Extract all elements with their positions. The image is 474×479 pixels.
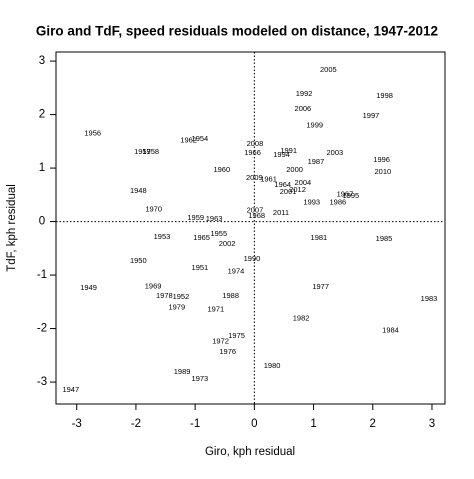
x-tick-label: -1 — [190, 418, 200, 430]
point-label: 1984 — [382, 326, 399, 335]
point-label: 2007 — [247, 205, 264, 214]
point-label: 1992 — [296, 89, 313, 98]
point-label: 1970 — [145, 204, 162, 213]
point-label: 1951 — [192, 263, 209, 272]
point-label: 1954 — [192, 134, 209, 143]
point-label: 1993 — [303, 197, 320, 206]
x-tick-label: -3 — [72, 418, 82, 430]
x-tick-label: 0 — [251, 418, 257, 430]
y-tick-label: 3 — [39, 55, 45, 67]
x-tick-label: -2 — [131, 418, 141, 430]
plot-frame — [55, 51, 446, 405]
point-label: 1969 — [145, 281, 162, 290]
point-label: 1950 — [130, 256, 147, 265]
point-label: 1995 — [343, 191, 360, 200]
point-label: 1976 — [219, 347, 236, 356]
point-label: 2001 — [280, 187, 297, 196]
point-label: 1955 — [210, 229, 227, 238]
y-tick-label: 0 — [39, 216, 45, 228]
y-tick-label: -2 — [37, 323, 47, 335]
point-label: 1981 — [311, 233, 328, 242]
point-label: 1989 — [174, 367, 191, 376]
point-label: 1958 — [142, 147, 159, 156]
chart-title: Giro and TdF, speed residuals modeled on… — [36, 24, 438, 39]
point-label: 1963 — [206, 214, 223, 223]
point-label: 1960 — [213, 165, 230, 174]
point-label: 1978 — [156, 291, 173, 300]
point-label: 1972 — [212, 336, 229, 345]
y-tick-label: -1 — [37, 269, 47, 281]
point-label: 1974 — [228, 266, 245, 275]
point-label: 2000 — [286, 165, 303, 174]
point-label: 1949 — [80, 283, 97, 292]
point-label: 1961 — [260, 174, 277, 183]
y-axis-label: TdF, kph residual — [6, 184, 18, 272]
point-label: 2010 — [374, 167, 391, 176]
point-label: 1983 — [421, 294, 438, 303]
point-label: 2008 — [247, 139, 264, 148]
point-label: 2005 — [320, 65, 337, 74]
point-label: 2011 — [273, 208, 289, 217]
y-tick-label: 2 — [39, 109, 45, 121]
point-label: 1968 — [248, 211, 265, 220]
point-label: 1979 — [168, 303, 185, 312]
point-label: 1967 — [337, 189, 354, 198]
point-label: 1991 — [280, 146, 297, 155]
point-label: 1999 — [306, 120, 323, 129]
point-label: 1959 — [187, 213, 204, 222]
point-label: 2012 — [289, 185, 306, 194]
point-label: 1952 — [173, 292, 190, 301]
point-label: 1985 — [376, 234, 393, 243]
point-label: 1956 — [84, 128, 101, 137]
point-label: 1947 — [62, 385, 79, 394]
point-label: 1965 — [193, 233, 210, 242]
point-label: 1996 — [373, 155, 390, 164]
point-label: 1973 — [192, 374, 209, 383]
x-axis-label: Giro, kph residual — [205, 446, 295, 458]
point-label: 1975 — [228, 331, 245, 340]
y-tick-label: -3 — [37, 376, 47, 388]
point-label: 2003 — [327, 148, 344, 157]
point-label: 1982 — [293, 313, 310, 322]
point-label: 2009 — [246, 173, 263, 182]
point-label: 2004 — [295, 178, 312, 187]
point-label: 1994 — [273, 150, 290, 159]
x-tick-label: 1 — [310, 418, 316, 430]
point-label: 2002 — [219, 239, 236, 248]
point-label: 1953 — [154, 232, 171, 241]
x-tick-label: 2 — [370, 418, 376, 430]
point-label: 1966 — [244, 148, 261, 157]
x-tick-label: 3 — [429, 418, 435, 430]
point-label: 1971 — [208, 304, 225, 313]
point-label: 1948 — [130, 186, 147, 195]
point-label: 1990 — [244, 254, 261, 263]
point-label: 1962 — [180, 135, 197, 144]
point-label: 1980 — [264, 361, 281, 370]
point-label: 1987 — [308, 157, 325, 166]
point-label: 1977 — [312, 282, 329, 291]
point-label: 1988 — [222, 291, 239, 300]
y-tick-label: 1 — [39, 162, 45, 174]
point-label: 2006 — [295, 104, 312, 113]
point-label: 1964 — [274, 180, 291, 189]
point-label: 1986 — [329, 197, 346, 206]
point-label: 1998 — [376, 91, 393, 100]
point-label: 1997 — [363, 111, 380, 120]
point-label: 1957 — [134, 147, 151, 156]
